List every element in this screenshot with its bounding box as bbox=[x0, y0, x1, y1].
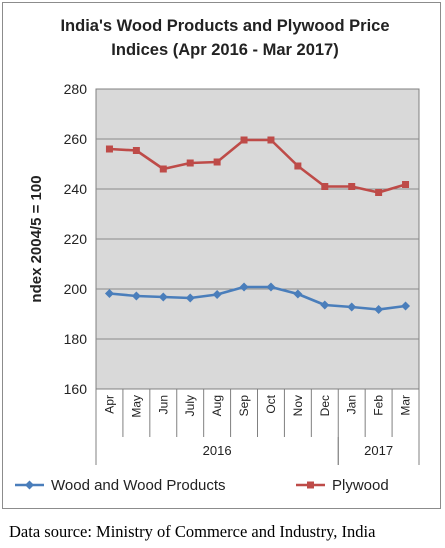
data-point bbox=[347, 302, 357, 312]
data-point bbox=[105, 145, 113, 153]
data-point bbox=[186, 159, 194, 167]
data-point bbox=[104, 289, 114, 298]
x-tick-label: Sep bbox=[237, 395, 251, 417]
y-axis-ticks: 160 180 200 220 240 260 280 bbox=[64, 81, 88, 397]
legend-label: Plywood bbox=[332, 477, 389, 494]
y-tick-label: 260 bbox=[64, 131, 88, 147]
data-point bbox=[293, 289, 303, 299]
x-tick-label: Jun bbox=[156, 395, 170, 414]
data-point bbox=[266, 282, 276, 292]
data-point bbox=[401, 301, 411, 311]
chart-frame: India's Wood Products and Plywood Price … bbox=[2, 2, 441, 541]
year-group-label: 2016 bbox=[203, 443, 232, 458]
data-point bbox=[159, 165, 167, 173]
y-tick-label: 180 bbox=[64, 331, 88, 347]
series-line-1 bbox=[109, 138, 406, 194]
legend-marker bbox=[25, 480, 34, 490]
chart-title-line-2: Indices (Apr 2016 - Mar 2017) bbox=[111, 41, 338, 59]
data-point bbox=[239, 282, 249, 292]
data-point bbox=[402, 181, 410, 188]
x-tick-label: July bbox=[183, 395, 197, 416]
data-point bbox=[158, 292, 168, 302]
data-point bbox=[348, 183, 356, 190]
x-tick-label: May bbox=[129, 395, 143, 418]
x-tick-label: Feb bbox=[372, 395, 386, 416]
data-source-note: Data source: Ministry of Commerce and In… bbox=[9, 522, 376, 541]
year-group-label: 2017 bbox=[364, 443, 393, 458]
y-tick-label: 280 bbox=[64, 81, 88, 97]
data-point bbox=[375, 189, 383, 196]
data-point bbox=[212, 290, 222, 299]
x-tick-label: Nov bbox=[291, 395, 305, 416]
y-tick-label: 240 bbox=[64, 181, 88, 197]
data-point bbox=[132, 147, 140, 154]
y-axis-label: ndex 2004/5 = 100 bbox=[28, 175, 45, 302]
x-tick-label: Apr bbox=[102, 395, 116, 414]
data-point bbox=[213, 158, 221, 166]
data-point bbox=[267, 136, 275, 144]
x-tick-label: Dec bbox=[318, 395, 332, 416]
chart: India's Wood Products and Plywood Price … bbox=[15, 17, 420, 494]
data-point bbox=[185, 293, 195, 303]
chart-title-line-1: India's Wood Products and Plywood Price bbox=[60, 17, 389, 35]
data-point bbox=[131, 291, 141, 301]
legend: Wood and Wood Products Plywood bbox=[15, 477, 389, 494]
x-tick-label: Aug bbox=[210, 395, 224, 416]
x-tick-label: Mar bbox=[399, 395, 413, 416]
x-axis: Apr May Jun July Aug Sep Oct Nov Dec Jan Feb Mar 201… bbox=[95, 389, 420, 465]
series-layer bbox=[104, 136, 411, 314]
data-point bbox=[374, 305, 384, 314]
legend-marker bbox=[307, 481, 314, 489]
y-tick-label: 220 bbox=[64, 231, 88, 247]
y-tick-label: 200 bbox=[64, 281, 88, 297]
data-point bbox=[294, 162, 302, 170]
x-tick-label: Oct bbox=[264, 394, 278, 413]
data-point bbox=[240, 136, 248, 144]
legend-label: Wood and Wood Products bbox=[51, 477, 226, 494]
x-tick-label: Jan bbox=[345, 395, 359, 414]
y-tick-label: 160 bbox=[64, 381, 88, 397]
data-point bbox=[321, 183, 329, 190]
data-point bbox=[320, 300, 330, 310]
series-line-0 bbox=[109, 285, 406, 311]
